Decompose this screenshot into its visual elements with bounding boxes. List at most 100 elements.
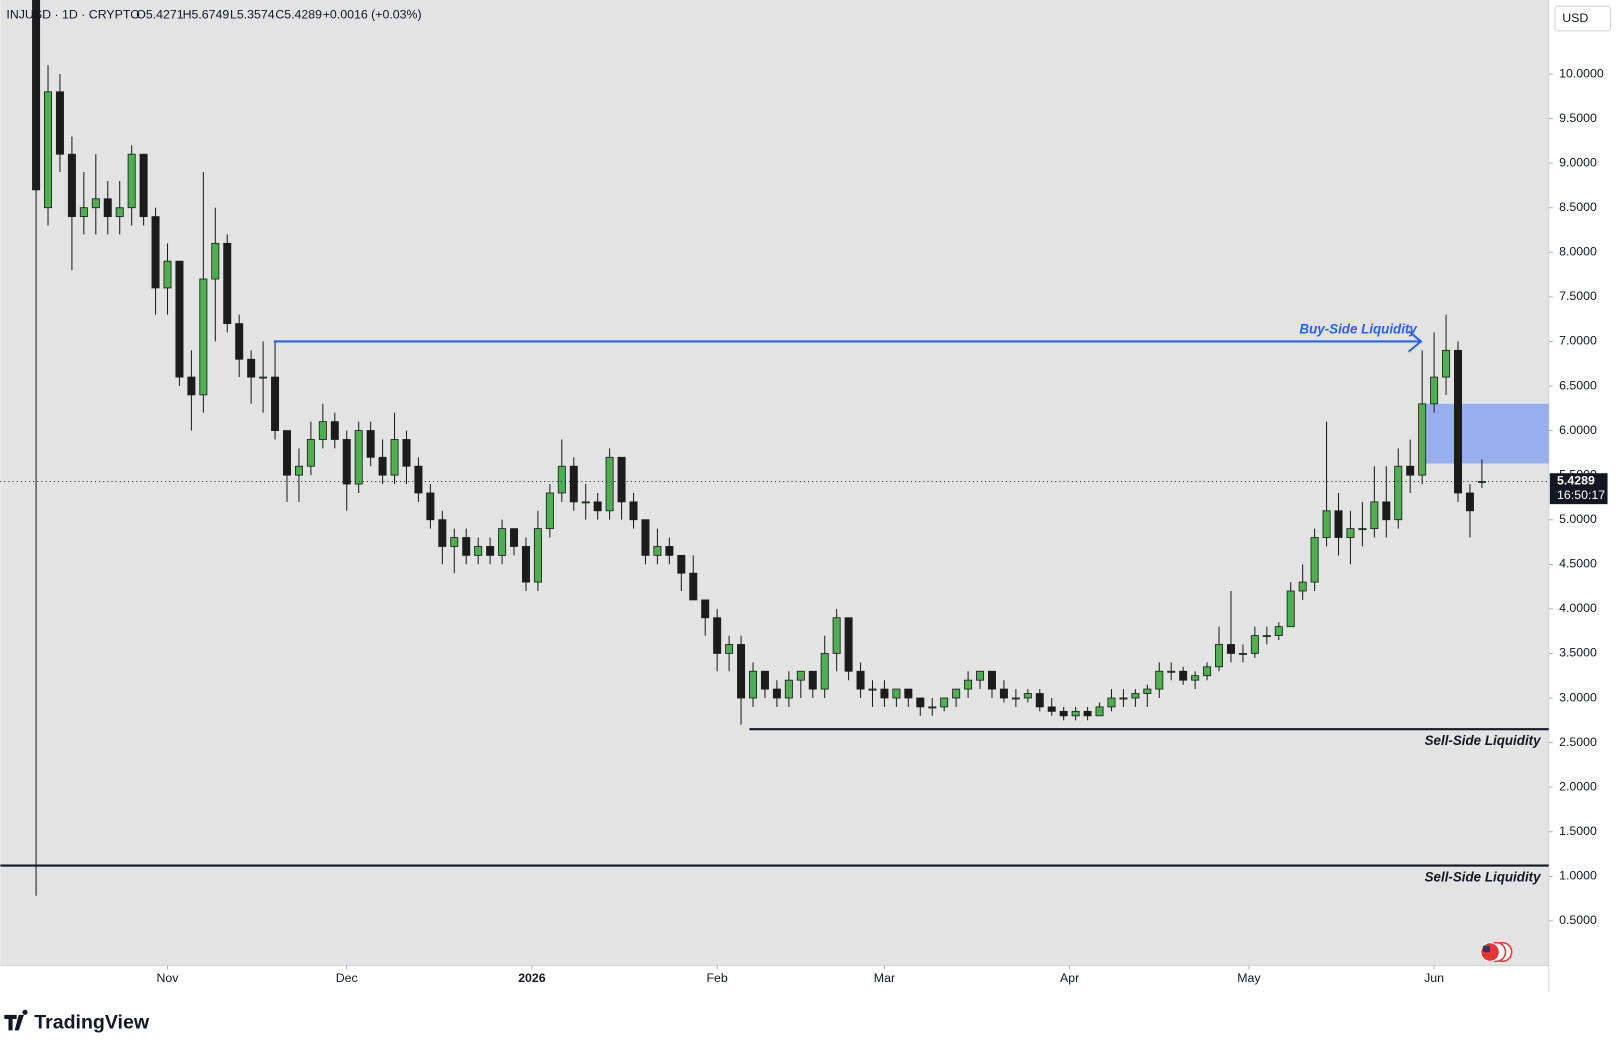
annotation-label: Sell-Side Liquidity <box>1425 869 1541 884</box>
candle-body <box>223 242 232 325</box>
candle-body <box>474 546 483 556</box>
ohlc: H5.6749 <box>183 8 230 22</box>
candle-body <box>1477 481 1486 483</box>
logo[interactable]: TradingView <box>4 1009 150 1034</box>
candle-body <box>450 537 459 547</box>
arrow-head <box>1407 330 1423 353</box>
annotation-label: Sell-Side Liquidity <box>1425 733 1541 748</box>
candle-body <box>44 91 53 209</box>
candle-body <box>1382 501 1391 521</box>
candle-body <box>1131 693 1140 699</box>
candle-body <box>67 153 76 218</box>
candle-body <box>725 644 734 654</box>
candle-body <box>964 679 973 690</box>
candle-body <box>175 260 184 378</box>
candle-body <box>701 599 710 619</box>
liquidity-zone <box>1422 403 1549 464</box>
candle-body <box>1167 670 1176 673</box>
candle-body <box>713 617 722 654</box>
candle-body <box>952 688 961 699</box>
candle-body <box>617 456 626 503</box>
x-tick-label: Jun <box>1424 971 1444 985</box>
candle-body <box>1083 710 1092 717</box>
candle-body <box>1394 465 1403 521</box>
candle-body <box>282 430 291 476</box>
candle-body <box>1334 510 1343 538</box>
candle-body <box>462 537 471 556</box>
candle-body <box>294 465 303 476</box>
candle-body <box>1023 693 1032 699</box>
candle-body <box>402 439 411 467</box>
y-tick-label: 3.5000 <box>1559 646 1597 660</box>
candle-body <box>1346 528 1355 538</box>
y-tick-label: 4.5000 <box>1559 557 1597 571</box>
candle-body <box>737 644 746 699</box>
y-tick-label: 8.0000 <box>1559 245 1597 259</box>
candle-body <box>677 554 686 574</box>
price-label-box <box>1549 473 1608 505</box>
candle-body <box>1191 675 1200 681</box>
candle-body <box>1286 590 1295 628</box>
candle-body <box>32 0 41 191</box>
candle-body <box>665 546 674 556</box>
candle-body <box>247 358 256 378</box>
annotation-label: Buy-Side Liquidity <box>1299 322 1417 337</box>
candle-body <box>354 430 363 485</box>
candle-body <box>55 91 64 155</box>
candle-body <box>91 198 100 209</box>
last-price: 5.4289 <box>1557 474 1595 488</box>
x-tick-label: 2026 <box>518 971 546 985</box>
candle-body <box>1358 528 1367 531</box>
x-tick-label: Mar <box>874 971 895 985</box>
candle-body <box>928 706 937 709</box>
candle-body <box>1298 581 1307 592</box>
candle-body <box>1454 349 1462 494</box>
candle-body <box>1107 697 1116 708</box>
candle-body <box>1011 697 1020 700</box>
candle-body <box>545 492 554 530</box>
ohlc: L5.3574 <box>230 8 275 22</box>
candle-body <box>510 528 519 547</box>
candle-body <box>271 376 280 431</box>
candle-body <box>151 216 160 289</box>
candle-body <box>79 207 88 218</box>
ohlc: C5.4289 <box>275 8 322 22</box>
candle-body <box>808 670 817 690</box>
candle-body <box>796 670 805 681</box>
y-tick-label: 6.0000 <box>1559 423 1597 437</box>
candle-body <box>103 198 112 218</box>
candle-body <box>976 670 985 681</box>
candle-body <box>438 519 447 547</box>
candle-body <box>378 456 387 476</box>
candle-body <box>1035 693 1044 708</box>
y-tick-label: 1.0000 <box>1559 869 1597 883</box>
candle-body <box>1059 710 1068 717</box>
candle-body <box>235 323 244 360</box>
candle-body <box>139 153 148 218</box>
candle-body <box>1322 510 1331 538</box>
candle-body <box>1442 349 1451 378</box>
x-tick-label: Feb <box>707 971 728 985</box>
candle-body <box>557 465 566 494</box>
x-tick-label: May <box>1237 971 1261 985</box>
candle-body <box>880 688 889 699</box>
y-tick-label: 7.0000 <box>1559 334 1597 348</box>
candle-body <box>1203 666 1212 677</box>
symbol: INJUSD · 1D · CRYPTO <box>6 8 140 22</box>
candle-body <box>1430 376 1439 405</box>
flag-icon[interactable] <box>1480 941 1513 963</box>
candle-body <box>342 439 351 485</box>
candle-body <box>569 465 578 503</box>
currency-box[interactable] <box>1554 5 1612 32</box>
candle-body <box>653 546 662 556</box>
candle-body <box>987 670 996 690</box>
candle-body <box>1226 644 1235 654</box>
candle-body <box>318 421 327 440</box>
y-tick-label: 3.0000 <box>1559 690 1597 704</box>
candle-body <box>211 242 220 280</box>
candle-body <box>115 207 124 218</box>
x-tick-label: Apr <box>1060 971 1079 985</box>
candle-body <box>581 501 590 504</box>
candle-body <box>533 528 542 583</box>
